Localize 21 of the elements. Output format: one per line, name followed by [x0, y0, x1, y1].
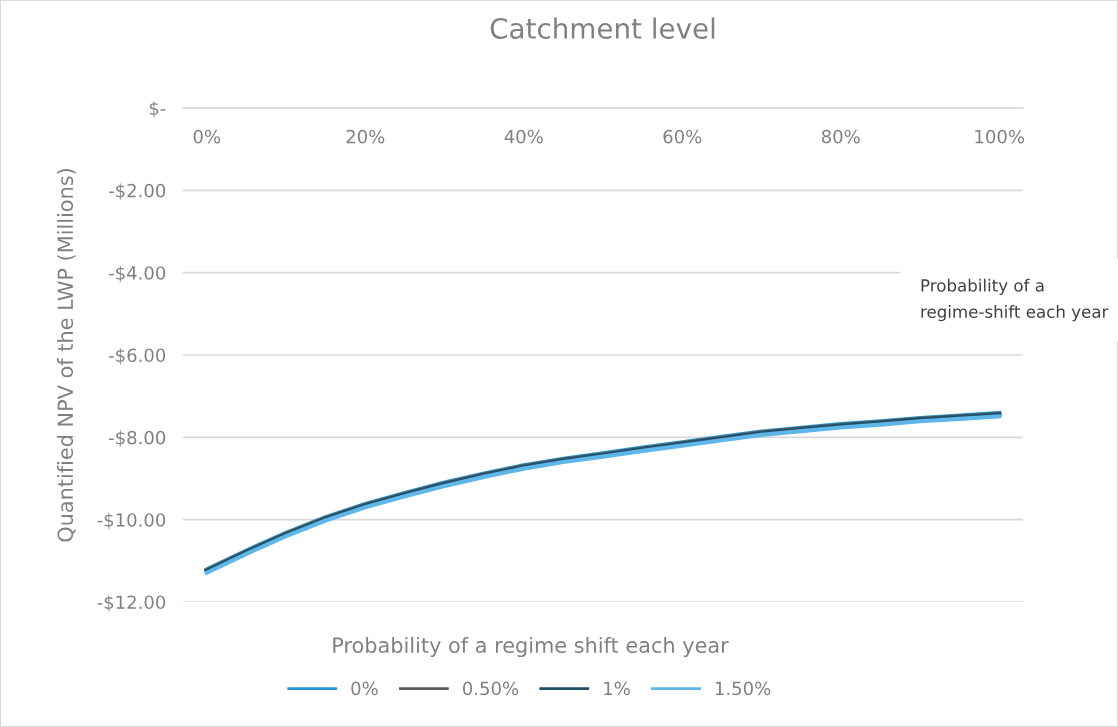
x-tick-label: 0%	[193, 129, 221, 144]
y-tick-label: $-	[149, 101, 166, 118]
x-axis-title: Probability of a regime shift each year	[333, 636, 729, 658]
legend-label: 1.50%	[715, 681, 771, 696]
y-tick-label: -$6.00	[109, 348, 166, 365]
legend-label: 0%	[351, 681, 378, 696]
y-tick-label: -$2.00	[109, 183, 166, 200]
y-tick-label: -$8.00	[109, 430, 166, 447]
legend-label: 0.50%	[463, 681, 519, 696]
x-tick-label: 100%	[975, 129, 1025, 144]
x-tick-label: 60%	[663, 129, 702, 144]
y-tick-label: -$4.00	[109, 265, 166, 283]
y-axis-title: Quantified NPV of the LWP (Millions)	[57, 169, 76, 542]
annotation: Probability of a regime-shift each year	[921, 278, 1109, 322]
y-tick-label: -$12.00	[97, 595, 166, 612]
chart-title: Catchment level	[490, 17, 715, 39]
x-tick-label: 80%	[821, 129, 860, 144]
y-tick-label: -$10.00	[97, 512, 166, 530]
x-tick-label: 20%	[346, 129, 385, 144]
legend-label: 1%	[604, 681, 630, 696]
x-tick-label: 40%	[504, 129, 543, 144]
